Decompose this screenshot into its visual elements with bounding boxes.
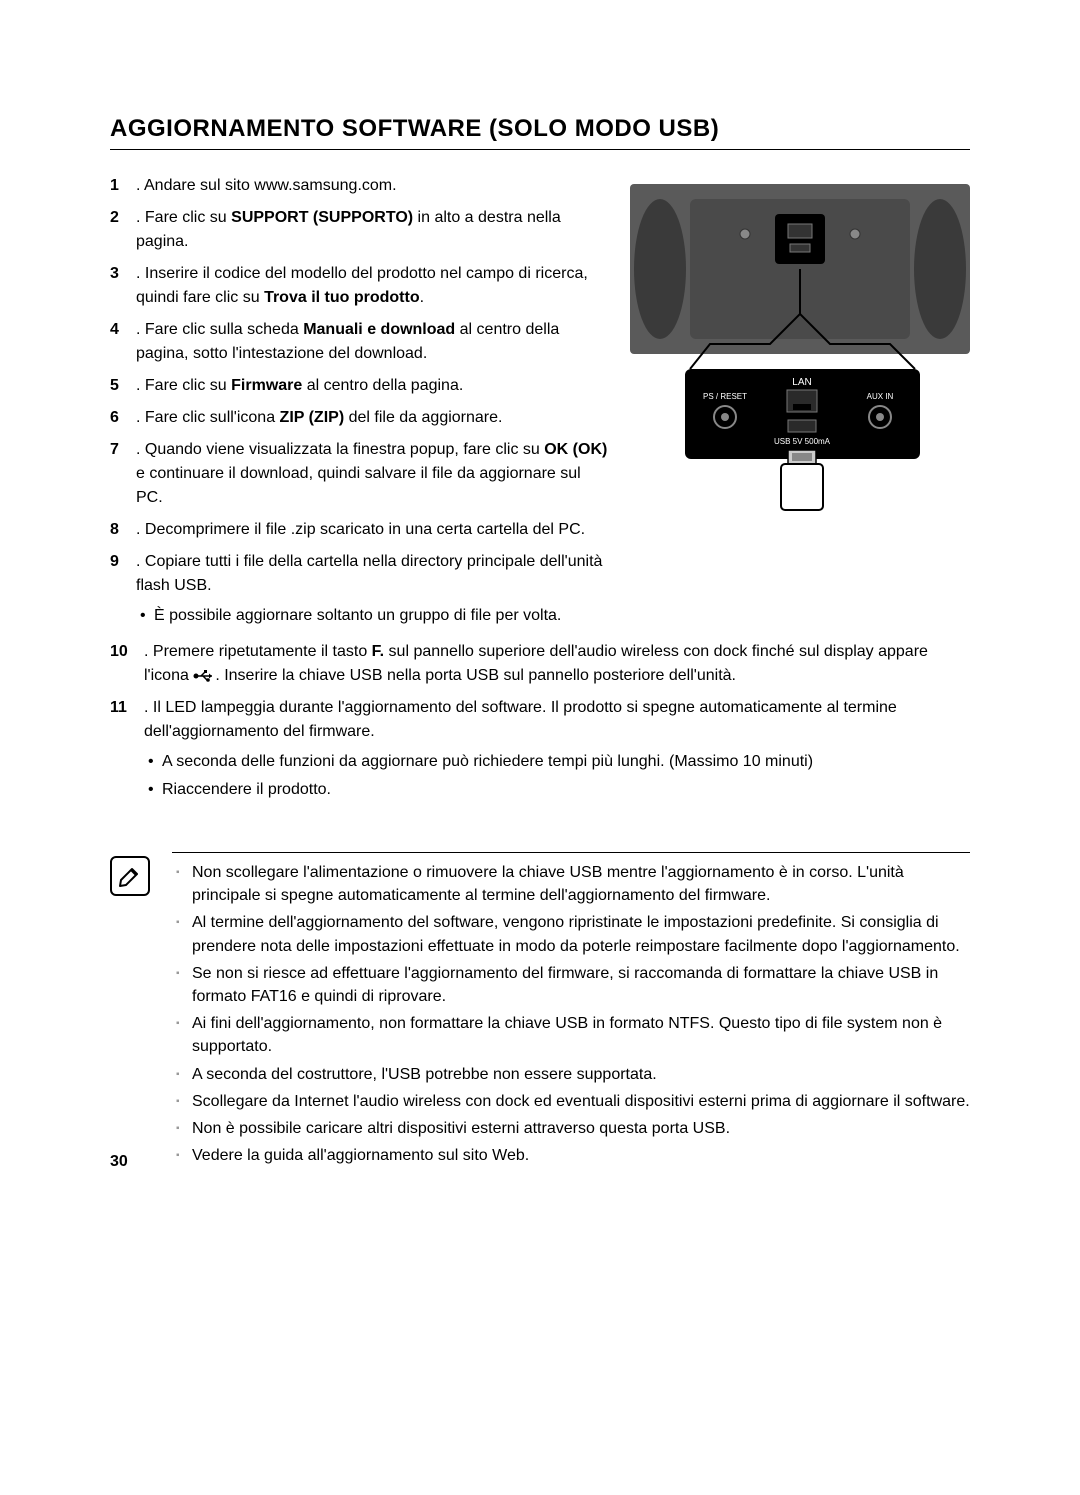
step-num: 4 [110,318,136,366]
step-body: . Fare clic su SUPPORT (SUPPORTO) in alt… [136,206,610,254]
sub-item: Riaccendere il prodotto. [144,778,970,802]
step-2: 2 . Fare clic su SUPPORT (SUPPORTO) in a… [110,206,610,254]
step-9: 9 . Copiare tutti i file della cartella … [110,550,610,632]
step-7: 7 . Quando viene visualizzata la finestr… [110,438,610,510]
step-body: . Quando viene visualizzata la finestra … [136,438,610,510]
page-title: AGGIORNAMENTO SOFTWARE (SOLO MODO USB) [110,115,970,150]
step-num: 10 [110,640,144,688]
step-num: 11 [110,696,144,806]
step-body: . Fare clic sulla scheda Manuali e downl… [136,318,610,366]
svg-text:USB 5V 500mA: USB 5V 500mA [774,437,831,446]
note-box: Non scollegare l'alimentazione o rimuove… [110,842,970,1171]
step-num: 6 [110,406,136,430]
sub-item: A seconda delle funzioni da aggiornare p… [144,750,970,774]
step-body: . Premere ripetutamente il tasto F. sul … [144,640,970,688]
note-item: Non scollegare l'alimentazione o rimuove… [172,861,970,907]
step-1: 1 . Andare sul sito www.samsung.com. [110,174,610,198]
step-6: 6 . Fare clic sull'icona ZIP (ZIP) del f… [110,406,610,430]
svg-text:PS / RESET: PS / RESET [703,392,747,401]
svg-text:LAN: LAN [792,377,811,388]
step-body: . Andare sul sito www.samsung.com. [136,174,610,198]
step-3: 3 . Inserire il codice del modello del p… [110,262,610,310]
note-item: Ai fini dell'aggiornamento, non formatta… [172,1012,970,1058]
usb-icon [193,670,215,682]
step-5: 5 . Fare clic su Firmware al centro dell… [110,374,610,398]
device-figure: LAN PS / RESET AUX IN USB 5V 500mA [630,174,970,514]
sub-item: È possibile aggiornare soltanto un grupp… [136,604,610,628]
note-item: Non è possibile caricare altri dispositi… [172,1117,970,1140]
sub-list: A seconda delle funzioni da aggiornare p… [144,750,970,802]
note-item: Vedere la guida all'aggiornamento sul si… [172,1144,970,1167]
step-10: 10 . Premere ripetutamente il tasto F. s… [110,640,970,688]
note-item: Se non si riesce ad effettuare l'aggiorn… [172,962,970,1008]
note-item: Al termine dell'aggiornamento del softwa… [172,911,970,957]
step-num: 8 [110,518,136,542]
page-number: 30 [110,1153,128,1171]
step-list: 1 . Andare sul sito www.samsung.com. 2 .… [110,174,610,632]
step-num: 2 [110,206,136,254]
sub-list: È possibile aggiornare soltanto un grupp… [136,604,610,628]
note-item: A seconda del costruttore, l'USB potrebb… [172,1063,970,1086]
step-body: . Decomprimere il file .zip scaricato in… [136,518,610,542]
step-body: . Fare clic su Firmware al centro della … [136,374,610,398]
note-icon [110,856,150,896]
step-body: . Copiare tutti i file della cartella ne… [136,550,610,632]
step-body: . Inserire il codice del modello del pro… [136,262,610,310]
step-list-full: 10 . Premere ripetutamente il tasto F. s… [110,640,970,806]
step-11: 11 . Il LED lampeggia durante l'aggiorna… [110,696,970,806]
step-num: 1 [110,174,136,198]
note-item: Scollegare da Internet l'audio wireless … [172,1090,970,1113]
step-body: . Il LED lampeggia durante l'aggiornamen… [144,696,970,806]
step-num: 7 [110,438,136,510]
step-4: 4 . Fare clic sulla scheda Manuali e dow… [110,318,610,366]
step-num: 3 [110,262,136,310]
step-body: . Fare clic sull'icona ZIP (ZIP) del fil… [136,406,610,430]
note-list: Non scollegare l'alimentazione o rimuove… [172,861,970,1167]
step-num: 5 [110,374,136,398]
step-8: 8 . Decomprimere il file .zip scaricato … [110,518,610,542]
svg-text:AUX IN: AUX IN [867,392,894,401]
step-num: 9 [110,550,136,632]
